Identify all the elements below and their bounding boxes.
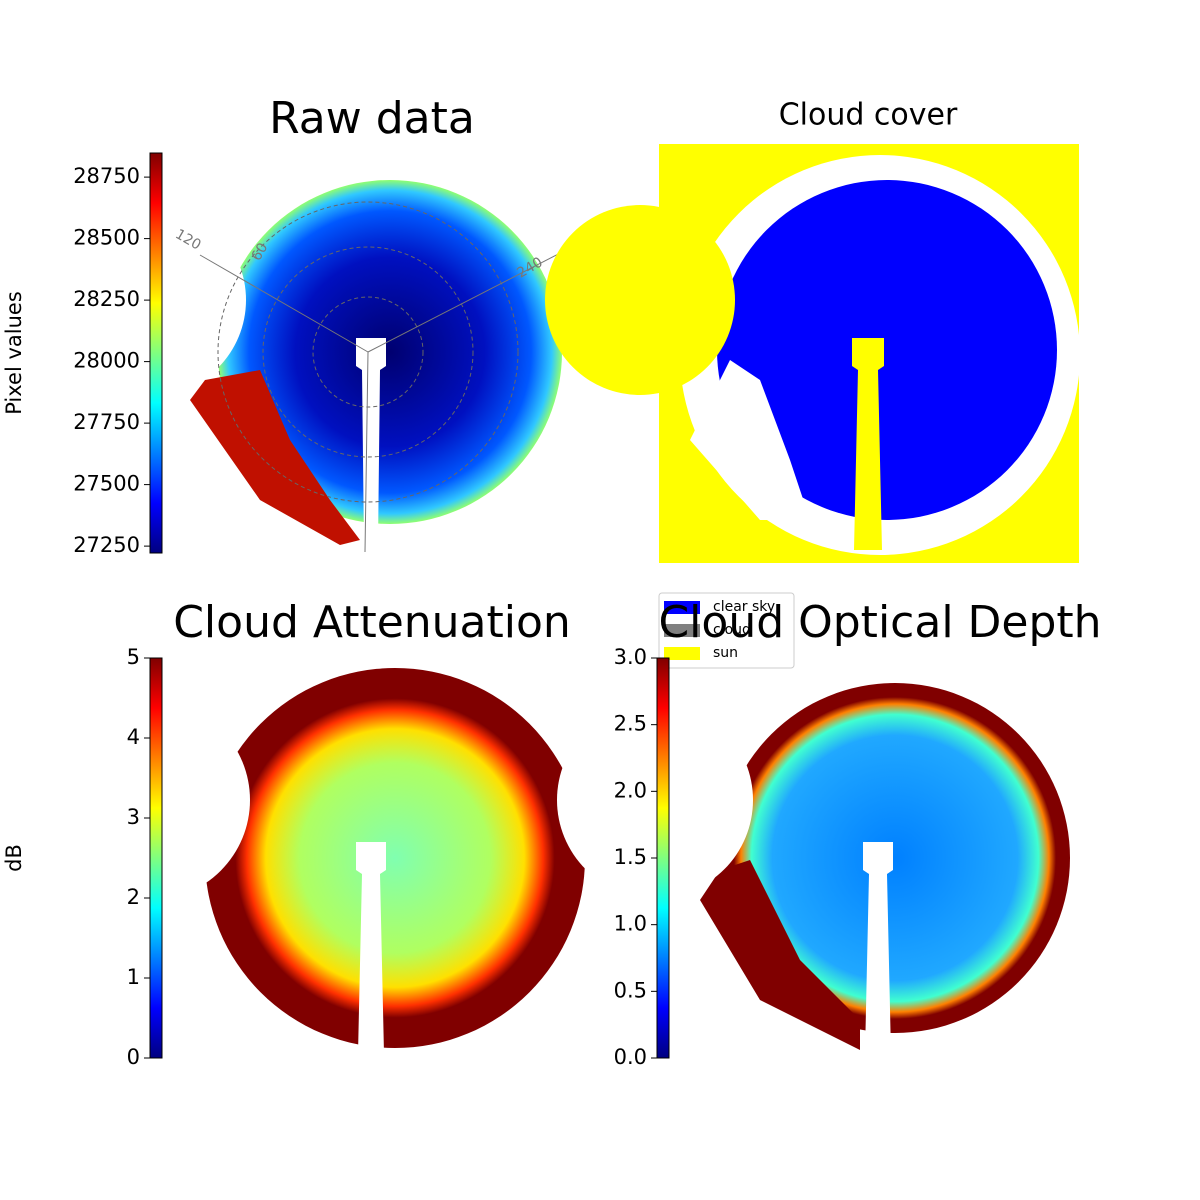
- colorbar-tick-label: 2.0: [614, 778, 647, 802]
- colorbar-tick-label: 28750: [73, 164, 140, 188]
- colorbar-tick-label: 2.5: [614, 712, 647, 736]
- colorbar-label: dB: [2, 844, 26, 872]
- colorbar: [149, 657, 163, 1059]
- raw-image: [54, 180, 571, 553]
- colorbar-tick-label: 1: [127, 965, 140, 989]
- colorbar-tick-label: 28250: [73, 287, 140, 311]
- panel-title: Cloud cover: [779, 98, 958, 133]
- colorbar-tick-label: 0.0: [614, 1045, 647, 1069]
- legend-swatch: [664, 647, 700, 660]
- colorbar: [656, 657, 670, 1059]
- colorbar-tick-label: 3: [127, 805, 140, 829]
- colorbar-tick-label: 27750: [73, 410, 140, 434]
- colorbar-tick-label: 28500: [73, 226, 140, 250]
- colorbar-tick-label: 27500: [73, 472, 140, 496]
- colorbar-tick-label: 0: [127, 1045, 140, 1069]
- colorbar-label: Pixel values: [2, 291, 26, 415]
- colorbar-tick-label: 3.0: [614, 645, 647, 669]
- colorbar: [149, 152, 163, 554]
- colorbar-tick-label: 0.5: [614, 978, 647, 1002]
- colorbar-tick-label: 28000: [73, 349, 140, 373]
- optical-depth-image: [557, 683, 1070, 1054]
- colorbar-tick-label: 1.5: [614, 845, 647, 869]
- colorbar-tick-label: 27250: [73, 533, 140, 557]
- cloud-cover-image: [545, 144, 1080, 563]
- colorbar-tick-label: 4: [127, 725, 140, 749]
- legend-swatch: [664, 601, 700, 614]
- panel-title: Cloud Attenuation: [173, 597, 571, 648]
- panel-title: Cloud Optical Depth: [658, 597, 1101, 648]
- colorbar-tick-label: 1.0: [614, 912, 647, 936]
- panel-title: Raw data: [269, 93, 475, 144]
- angle-label: 60: [249, 240, 272, 263]
- legend-label: cloud: [713, 622, 751, 638]
- legend-label: sun: [713, 645, 738, 661]
- legend-swatch: [664, 624, 700, 637]
- colorbar-tick-label: 5: [127, 645, 140, 669]
- legend-label: clear sky: [713, 599, 775, 615]
- colorbar-tick-label: 2: [127, 885, 140, 909]
